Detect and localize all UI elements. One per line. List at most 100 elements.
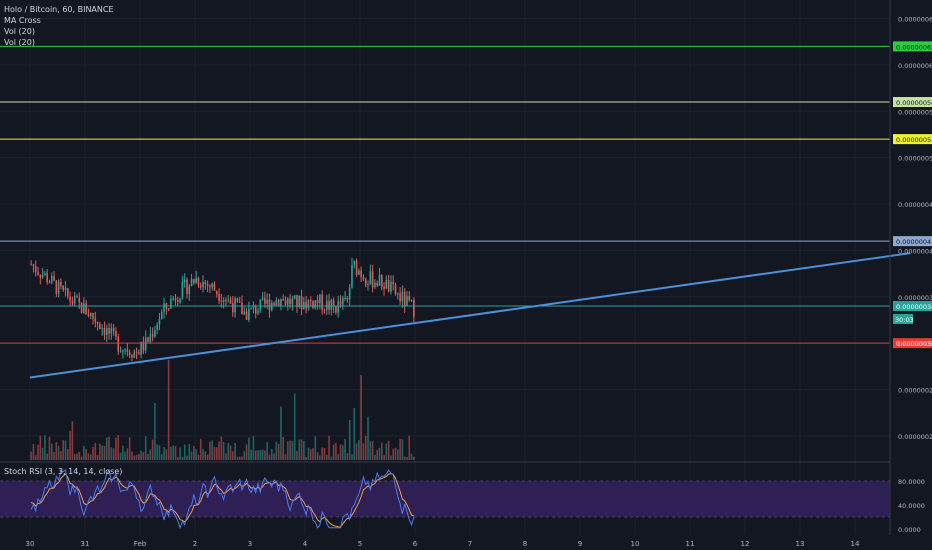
volume-bar	[342, 445, 344, 460]
volume-bar	[105, 437, 108, 460]
volume-bar	[282, 436, 285, 460]
volume-bar	[222, 441, 225, 460]
candle-body	[385, 280, 388, 289]
volume-bar	[165, 449, 168, 460]
volume-bar	[46, 453, 48, 460]
candle-body	[275, 299, 278, 305]
volume-bar	[280, 406, 282, 460]
candle-body	[167, 308, 170, 310]
volume-bar	[186, 455, 188, 460]
trendline-layer[interactable]	[29, 252, 911, 379]
volume-bar	[89, 454, 92, 460]
volume-bar	[202, 449, 204, 460]
volume-bar	[406, 456, 408, 460]
x-tick-label: 6	[413, 540, 418, 548]
candle-body	[413, 300, 415, 317]
price-level-label: 0.00000034	[896, 303, 932, 311]
candle-body	[193, 279, 195, 284]
horizontal-levels[interactable]: 0.00000062 0.00000056 0.00000052 0.00000041…	[0, 41, 932, 349]
candle-body	[392, 281, 395, 285]
candle-body	[298, 295, 301, 308]
volume-bar	[362, 443, 365, 460]
volume-bar	[289, 440, 291, 460]
candle-body	[234, 298, 236, 313]
indicator-volume-2[interactable]: Vol (20)	[4, 38, 35, 47]
volume-bar	[204, 451, 207, 460]
volume-bar	[103, 446, 106, 460]
stoch-rsi-label[interactable]: Stoch RSI (3, 3, 14, 14, close)	[4, 467, 123, 476]
volume-bar	[380, 442, 383, 460]
candle-body	[328, 300, 330, 310]
volume-bar	[160, 453, 163, 460]
candle-body	[264, 297, 266, 304]
candle-body	[241, 302, 243, 315]
volume-bar	[133, 455, 136, 460]
volume-bar	[401, 439, 404, 460]
volume-bar	[232, 451, 234, 460]
volume-bar	[335, 442, 337, 460]
candle-body	[170, 299, 172, 309]
candle-body	[277, 299, 280, 306]
candle-body	[351, 264, 353, 288]
volume-bar	[99, 443, 101, 460]
volume-bar	[44, 435, 46, 460]
candle-body	[374, 283, 376, 288]
symbol-title[interactable]: Holo / Bitcoin, 60, BINANCE	[4, 5, 114, 14]
candle-body	[316, 300, 319, 304]
volume-bar	[85, 449, 87, 460]
candle-body	[144, 337, 147, 351]
volume-bar	[351, 454, 353, 460]
candle-body	[378, 275, 381, 286]
volume-bar	[298, 439, 301, 460]
volume-bar	[264, 450, 266, 460]
x-tick-label: 10	[631, 540, 640, 548]
volume-bar	[156, 444, 158, 460]
volume-bar	[378, 447, 381, 460]
volume-bar	[62, 440, 65, 460]
volume-bar	[195, 449, 197, 460]
volume-bar	[312, 448, 314, 460]
volume-bar	[131, 451, 133, 460]
volume-bar	[67, 449, 69, 460]
candle-body	[229, 299, 232, 304]
volume-bar	[39, 435, 42, 460]
x-tick-label: 31	[81, 540, 90, 548]
volume-bar	[344, 438, 346, 460]
candle-body	[32, 264, 35, 267]
candle-body	[319, 294, 321, 304]
candle-body	[87, 314, 90, 317]
candle-body	[284, 299, 287, 305]
candle-body	[220, 300, 223, 302]
candle-body	[215, 290, 218, 294]
volume-bar	[144, 436, 147, 460]
volume-bar	[234, 443, 236, 460]
candle-body	[250, 307, 252, 309]
x-tick-label: 9	[578, 540, 582, 548]
x-tick-label: 14	[851, 540, 860, 548]
volume-bar	[83, 446, 85, 460]
candle-body	[289, 298, 291, 305]
volume-bar	[277, 444, 280, 460]
x-tick-label: 4	[303, 540, 308, 548]
indicator-volume-1[interactable]: Vol (20)	[4, 27, 35, 36]
volume-bar	[158, 445, 161, 460]
rsi-tick-label: 80.0000	[898, 478, 925, 486]
volume-bar	[339, 444, 342, 460]
volume-bar	[110, 447, 113, 460]
candle-body	[199, 285, 202, 288]
candle-body	[101, 328, 103, 330]
candle-body	[122, 349, 124, 352]
indicator-ma-cross[interactable]: MA Cross	[4, 16, 41, 25]
candle-body	[156, 324, 158, 331]
candle-body	[287, 298, 289, 305]
volume-bar	[330, 456, 333, 460]
volume-bar	[115, 437, 117, 460]
volume-bar	[209, 441, 211, 460]
candle-body	[309, 300, 312, 302]
volume-bar	[353, 407, 356, 460]
candle-body	[131, 355, 133, 358]
volume-bar	[96, 455, 99, 460]
